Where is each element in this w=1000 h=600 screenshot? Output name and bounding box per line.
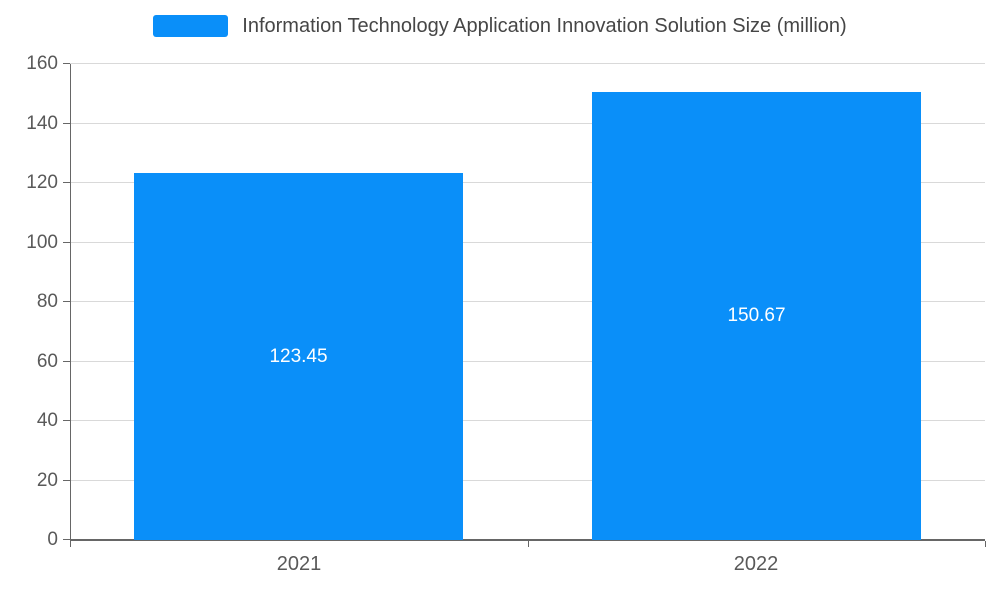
gridline <box>70 123 985 124</box>
y-axis-tick <box>63 242 70 243</box>
y-axis-tick <box>63 539 70 540</box>
x-axis-tick <box>985 541 986 547</box>
y-axis-tick <box>63 480 70 481</box>
y-axis-label: 20 <box>36 470 58 491</box>
y-axis-tick <box>63 182 70 183</box>
y-axis-label: 40 <box>36 410 58 431</box>
gridline <box>70 301 985 302</box>
y-axis-label: 60 <box>36 351 58 372</box>
legend[interactable]: Information Technology Application Innov… <box>0 15 1000 37</box>
gridline <box>70 63 985 64</box>
gridline <box>70 420 985 421</box>
bar-2021[interactable]: 123.45 <box>134 173 463 540</box>
x-axis-tick <box>528 541 529 547</box>
y-axis-label: 0 <box>47 529 58 550</box>
y-axis-tick <box>63 123 70 124</box>
x-axis-tick <box>70 541 71 547</box>
bar-value-label: 123.45 <box>269 345 328 367</box>
y-axis-tick <box>63 420 70 421</box>
gridline <box>70 361 985 362</box>
y-axis-line <box>70 64 71 540</box>
bar-value-label: 150.67 <box>727 305 786 326</box>
y-axis-tick <box>63 361 70 362</box>
y-axis-label: 100 <box>26 232 58 253</box>
x-axis-label: 2021 <box>276 553 322 575</box>
y-axis-label: 160 <box>26 53 58 74</box>
x-axis-line <box>70 539 985 541</box>
y-axis-label: 80 <box>36 291 58 312</box>
gridline <box>70 242 985 243</box>
legend-swatch-icon <box>153 15 229 37</box>
bar-2022[interactable]: 150.67 <box>592 92 921 540</box>
gridline <box>70 480 985 481</box>
y-axis-label: 140 <box>26 113 58 134</box>
x-axis-label: 2022 <box>733 553 779 575</box>
y-axis-tick <box>63 63 70 64</box>
gridline <box>70 182 985 183</box>
y-axis-tick <box>63 301 70 302</box>
legend-label: Information Technology Application Innov… <box>242 15 847 37</box>
y-axis-label: 120 <box>26 172 58 193</box>
